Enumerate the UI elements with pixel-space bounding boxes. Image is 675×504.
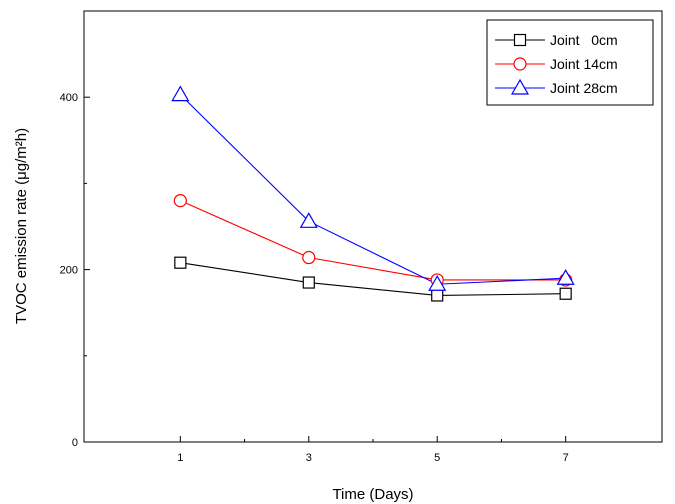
data-point-s3-x1	[171, 85, 190, 102]
data-point-s1-x3	[302, 276, 315, 289]
series-markers	[171, 85, 575, 302]
y-tick-label-400: 400	[60, 92, 78, 104]
x-tick-label-3: 3	[306, 452, 312, 464]
legend-marker-3	[510, 78, 530, 95]
y-tick-label-200: 200	[60, 265, 78, 277]
axis-ticks: 0 200 400 1 3 5 7	[60, 92, 569, 464]
series-line-3	[179, 94, 566, 285]
data-point-s3-x3	[299, 212, 318, 228]
data-point-s3-x7	[556, 269, 575, 285]
x-tick-label-5: 5	[434, 452, 440, 464]
x-tick-label-7: 7	[563, 452, 569, 464]
x-axis-label: Time (Days)	[332, 486, 413, 503]
legend-marker-2	[513, 57, 527, 71]
x-tick-label-1: 1	[177, 452, 183, 464]
legend-label-2: Joint 14cm	[550, 56, 618, 72]
data-point-s1-x1	[174, 256, 187, 269]
data-point-s3-x5	[428, 275, 447, 291]
series-lines	[179, 94, 566, 297]
legend-label-3: Joint 28cm	[550, 80, 618, 96]
series-line-2	[180, 200, 566, 281]
data-point-s1-x5	[431, 289, 444, 302]
data-point-s1-x7	[559, 287, 572, 300]
legend-items: Joint 0cm Joint 14cm Joint 28cm	[495, 32, 618, 96]
data-point-s2-x1	[173, 194, 187, 208]
legend-marker-1	[513, 33, 527, 47]
legend: Joint 0cm Joint 14cm Joint 28cm	[486, 19, 654, 106]
y-axis-label: TVOC emission rate (μg/m²h)	[13, 128, 30, 324]
legend-label-1: Joint 0cm	[550, 32, 618, 48]
y-tick-label-0: 0	[72, 437, 78, 449]
data-point-s2-x3	[302, 250, 316, 265]
series-line-1	[180, 262, 566, 297]
